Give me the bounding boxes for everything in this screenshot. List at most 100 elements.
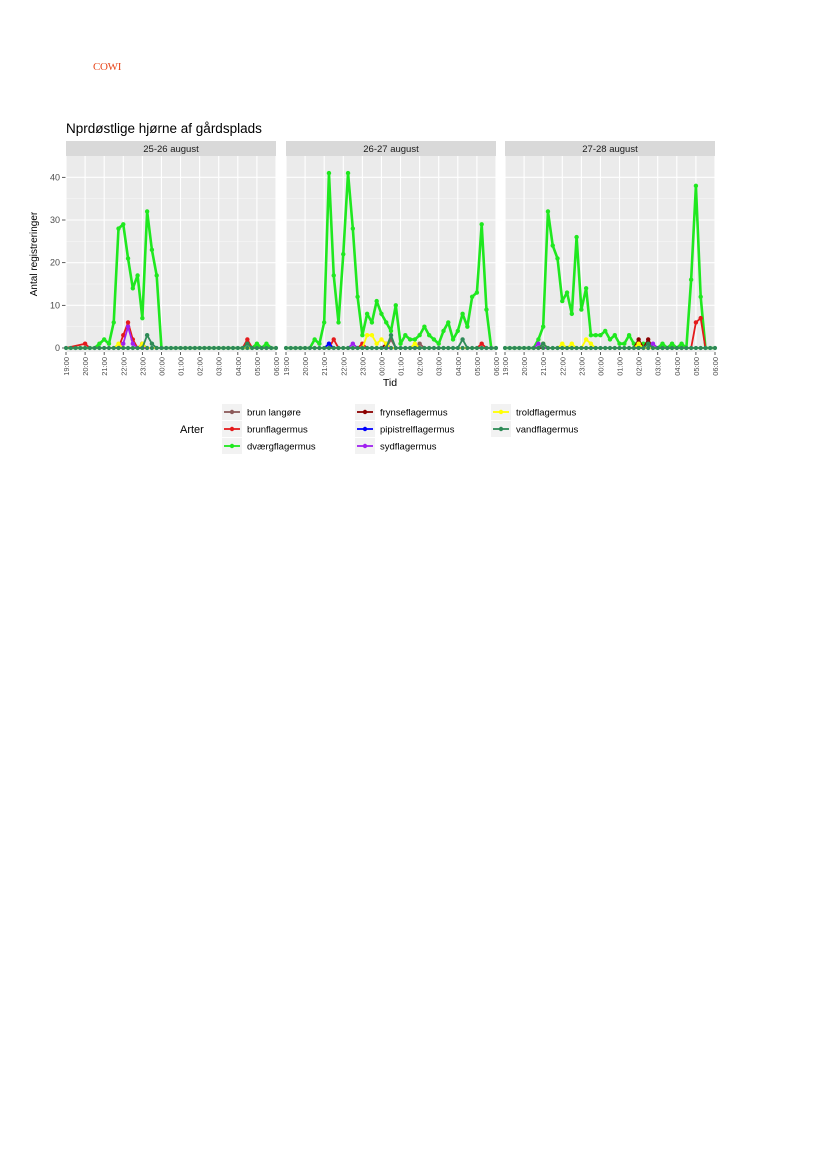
zero-point (97, 345, 102, 351)
legend-key-point (229, 443, 235, 449)
data-point (588, 333, 594, 338)
zero-point (427, 345, 432, 351)
zero-point (436, 345, 441, 351)
zero-point (259, 345, 264, 351)
zero-point (63, 345, 69, 351)
zero-point (712, 345, 718, 351)
zero-point (584, 345, 589, 351)
zero-point (121, 345, 126, 351)
zero-point (446, 345, 451, 351)
zero-point (350, 345, 355, 351)
zero-point (407, 345, 413, 351)
x-tick-label: 06:00 (272, 357, 281, 376)
data-point (622, 341, 627, 346)
zero-point (379, 345, 384, 351)
data-point (106, 341, 112, 346)
data-point (660, 341, 665, 346)
zero-point (183, 345, 188, 351)
bat-activity-chart: Nprdøstlige hjørne af gårdsplads Antal r… (29, 121, 720, 454)
zero-point (484, 345, 489, 351)
zero-point (87, 345, 92, 351)
zero-point (331, 345, 336, 351)
zero-point (470, 345, 475, 351)
data-point (583, 337, 589, 342)
zero-point (593, 345, 598, 351)
data-point (350, 341, 356, 346)
zero-point (369, 345, 375, 351)
data-point (431, 337, 437, 342)
x-tick-label: 00:00 (377, 357, 386, 376)
legend-item-label: sydflagermus (380, 442, 437, 453)
x-tick-label: 04:00 (454, 357, 463, 376)
x-axis-label: Tid (383, 377, 397, 389)
zero-point (73, 345, 78, 351)
zero-point (412, 345, 417, 351)
x-tick-label: 05:00 (692, 357, 701, 376)
x-tick-label: 22:00 (558, 357, 567, 376)
data-point (144, 333, 150, 338)
zero-point (455, 345, 460, 351)
zero-point (187, 345, 193, 351)
legend-key-point (362, 443, 368, 449)
zero-point (617, 345, 622, 351)
panels-layer: 0 10 20 30 40 25-26 august 19:00 20:00 21:00 22:0… (50, 141, 720, 376)
data-point (569, 341, 575, 346)
zero-point (135, 345, 140, 351)
data-point (369, 333, 375, 338)
cowi-logo: COWI (93, 61, 122, 73)
data-point (540, 324, 546, 329)
data-point (550, 243, 555, 248)
data-point (636, 337, 641, 342)
zero-point (502, 345, 508, 351)
zero-point (536, 345, 541, 351)
data-point (374, 298, 379, 304)
zero-point (555, 345, 560, 351)
x-tick-label: 01:00 (177, 357, 186, 376)
data-point (455, 328, 461, 334)
zero-point (660, 345, 665, 351)
data-point (536, 341, 541, 346)
data-point (144, 209, 150, 214)
data-point (154, 273, 159, 278)
facet-strip (286, 141, 496, 156)
data-point (341, 251, 346, 257)
zero-point (374, 345, 379, 351)
zero-point (168, 345, 174, 351)
data-point (97, 341, 102, 346)
zero-point (626, 345, 632, 351)
zero-point (149, 345, 155, 351)
x-tick-label: 23:00 (138, 357, 147, 376)
data-point (688, 277, 694, 282)
zero-point (178, 345, 183, 351)
legend-item-label: frynseflagermus (380, 408, 448, 419)
zero-point (398, 345, 403, 351)
x-tick-label: 02:00 (416, 357, 425, 376)
data-point (326, 341, 332, 346)
legend-item-label: pipistrelflagermus (380, 425, 455, 436)
zero-point (598, 345, 603, 351)
zero-point (384, 345, 389, 351)
x-tick-label: 02:00 (196, 357, 205, 376)
zero-point (211, 345, 217, 351)
zero-point (684, 345, 689, 351)
data-point (460, 337, 465, 342)
zero-point (230, 345, 236, 351)
zero-point (465, 345, 470, 351)
data-point (369, 320, 375, 325)
legend-key-point (498, 409, 504, 415)
zero-point (68, 345, 73, 351)
data-point (245, 341, 250, 346)
data-point (355, 294, 360, 299)
data-point (149, 341, 155, 346)
zero-point (145, 345, 150, 351)
data-point (545, 209, 551, 214)
data-point (588, 341, 594, 346)
zero-point (130, 345, 135, 351)
zero-point (517, 345, 522, 351)
x-tick-label: 23:00 (358, 357, 367, 376)
zero-point (216, 345, 221, 351)
zero-point (355, 345, 360, 351)
zero-point (302, 345, 308, 351)
x-tick-label: 22:00 (339, 357, 348, 376)
data-point (379, 311, 384, 317)
